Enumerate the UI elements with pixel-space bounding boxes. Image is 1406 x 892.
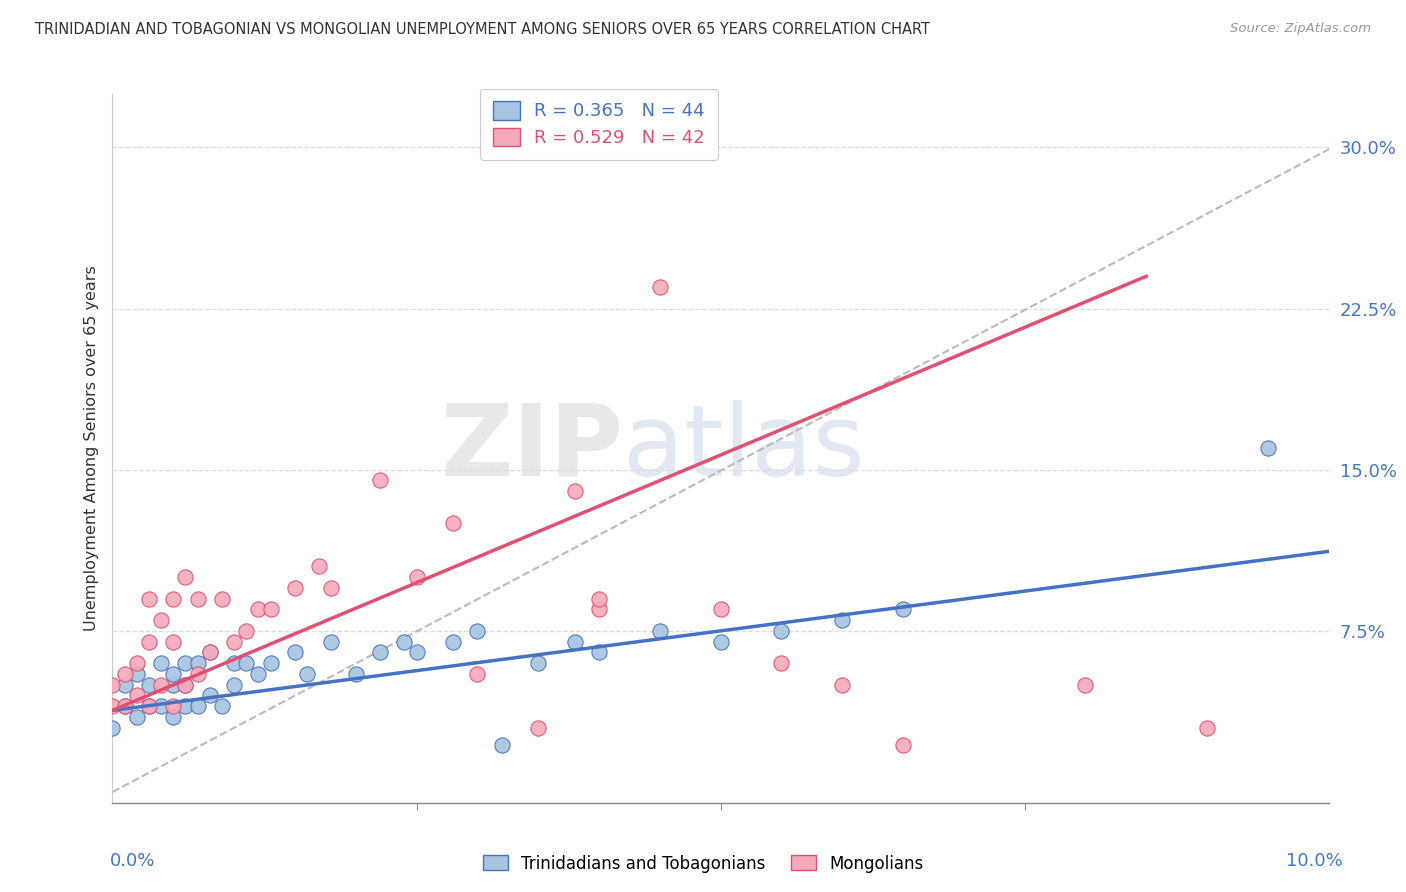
Point	[138, 678, 160, 692]
Point	[1074, 678, 1097, 692]
Text: atlas: atlas	[623, 400, 865, 497]
Point	[174, 570, 197, 584]
Point	[709, 602, 731, 616]
Point	[588, 645, 610, 659]
Point	[527, 721, 550, 735]
Point	[125, 666, 148, 681]
Point	[187, 666, 209, 681]
Point	[138, 591, 160, 606]
Point	[321, 634, 343, 648]
Point	[174, 656, 197, 670]
Point	[101, 721, 124, 735]
Point	[831, 678, 853, 692]
Y-axis label: Unemployment Among Seniors over 65 years: Unemployment Among Seniors over 65 years	[83, 265, 98, 632]
Point	[138, 634, 160, 648]
Point	[891, 738, 914, 752]
Point	[174, 699, 197, 714]
Point	[235, 656, 257, 670]
Point	[648, 624, 671, 638]
Point	[114, 666, 136, 681]
Point	[295, 666, 318, 681]
Point	[648, 280, 671, 294]
Point	[101, 678, 124, 692]
Point	[125, 710, 148, 724]
Legend: R = 0.365   N = 44, R = 0.529   N = 42: R = 0.365 N = 44, R = 0.529 N = 42	[481, 88, 717, 160]
Point	[344, 666, 367, 681]
Point	[405, 570, 427, 584]
Point	[564, 634, 586, 648]
Point	[198, 645, 221, 659]
Point	[368, 645, 391, 659]
Text: 10.0%: 10.0%	[1286, 852, 1343, 870]
Text: 0.0%: 0.0%	[110, 852, 155, 870]
Point	[162, 591, 184, 606]
Point	[187, 656, 209, 670]
Point	[441, 516, 464, 531]
Point	[588, 591, 610, 606]
Point	[187, 591, 209, 606]
Point	[491, 738, 513, 752]
Point	[174, 678, 197, 692]
Point	[709, 634, 731, 648]
Point	[394, 634, 416, 648]
Point	[198, 645, 221, 659]
Point	[138, 699, 160, 714]
Point	[259, 656, 281, 670]
Point	[235, 624, 257, 638]
Point	[211, 591, 233, 606]
Point	[101, 699, 124, 714]
Text: TRINIDADIAN AND TOBAGONIAN VS MONGOLIAN UNEMPLOYMENT AMONG SENIORS OVER 65 YEARS: TRINIDADIAN AND TOBAGONIAN VS MONGOLIAN …	[35, 22, 931, 37]
Point	[588, 602, 610, 616]
Point	[465, 666, 489, 681]
Point	[222, 656, 246, 670]
Point	[162, 678, 184, 692]
Point	[1257, 441, 1279, 455]
Point	[770, 656, 793, 670]
Point	[198, 689, 221, 703]
Point	[405, 645, 427, 659]
Point	[321, 581, 343, 595]
Point	[441, 634, 464, 648]
Point	[831, 613, 853, 627]
Point	[259, 602, 281, 616]
Point	[211, 699, 233, 714]
Point	[114, 699, 136, 714]
Point	[162, 666, 184, 681]
Point	[308, 559, 330, 574]
Point	[162, 634, 184, 648]
Point	[138, 699, 160, 714]
Legend: Trinidadians and Tobagonians, Mongolians: Trinidadians and Tobagonians, Mongolians	[477, 848, 929, 880]
Point	[770, 624, 793, 638]
Point	[187, 699, 209, 714]
Point	[150, 699, 173, 714]
Point	[1195, 721, 1218, 735]
Point	[247, 602, 270, 616]
Point	[247, 666, 270, 681]
Point	[162, 699, 184, 714]
Point	[114, 699, 136, 714]
Point	[368, 474, 391, 488]
Point	[222, 634, 246, 648]
Point	[174, 678, 197, 692]
Point	[284, 581, 307, 595]
Point	[150, 656, 173, 670]
Point	[891, 602, 914, 616]
Point	[564, 484, 586, 499]
Point	[114, 678, 136, 692]
Point	[222, 678, 246, 692]
Point	[150, 678, 173, 692]
Point	[527, 656, 550, 670]
Text: ZIP: ZIP	[440, 400, 623, 497]
Text: Source: ZipAtlas.com: Source: ZipAtlas.com	[1230, 22, 1371, 36]
Point	[150, 613, 173, 627]
Point	[125, 689, 148, 703]
Point	[465, 624, 489, 638]
Point	[162, 710, 184, 724]
Point	[125, 656, 148, 670]
Point	[284, 645, 307, 659]
